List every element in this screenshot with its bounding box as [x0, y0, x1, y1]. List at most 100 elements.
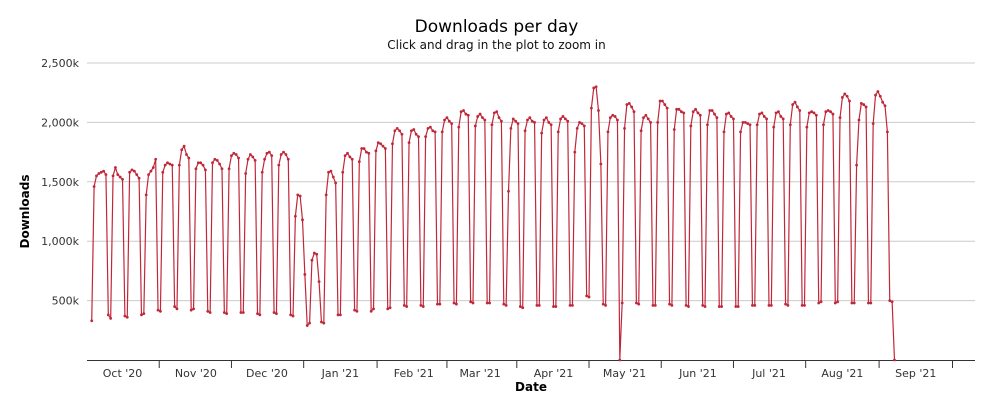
data-point[interactable]	[589, 106, 593, 110]
data-point[interactable]	[864, 105, 868, 109]
data-point[interactable]	[109, 317, 113, 320]
data-point[interactable]	[575, 126, 579, 130]
data-point[interactable]	[566, 119, 570, 123]
data-point[interactable]	[338, 313, 342, 317]
data-point[interactable]	[263, 157, 266, 161]
data-point[interactable]	[734, 305, 738, 308]
data-point[interactable]	[691, 110, 695, 114]
data-point[interactable]	[682, 111, 686, 115]
data-point[interactable]	[542, 118, 546, 122]
data-point[interactable]	[241, 311, 245, 314]
data-point[interactable]	[421, 305, 425, 308]
data-point[interactable]	[154, 157, 158, 161]
data-point[interactable]	[836, 300, 840, 304]
data-point[interactable]	[227, 167, 231, 171]
data-point[interactable]	[213, 157, 217, 161]
data-point[interactable]	[829, 110, 832, 114]
data-point[interactable]	[857, 118, 861, 122]
data-point[interactable]	[369, 309, 373, 313]
data-point[interactable]	[206, 309, 210, 313]
data-point[interactable]	[859, 101, 863, 105]
data-point[interactable]	[715, 116, 719, 120]
data-point[interactable]	[192, 307, 195, 311]
data-point[interactable]	[611, 113, 615, 117]
data-point[interactable]	[497, 116, 501, 120]
data-point[interactable]	[360, 147, 364, 150]
data-point[interactable]	[447, 119, 451, 123]
data-point[interactable]	[618, 358, 622, 362]
data-point[interactable]	[142, 312, 146, 316]
data-point[interactable]	[746, 122, 750, 125]
data-point[interactable]	[443, 118, 446, 122]
data-point[interactable]	[507, 189, 510, 193]
data-point[interactable]	[431, 129, 435, 133]
data-point[interactable]	[563, 117, 567, 121]
data-point[interactable]	[102, 169, 105, 173]
data-point[interactable]	[125, 315, 129, 319]
data-point[interactable]	[244, 172, 248, 175]
data-point[interactable]	[118, 175, 122, 179]
data-point[interactable]	[331, 175, 335, 179]
data-point[interactable]	[170, 163, 174, 167]
data-point[interactable]	[554, 305, 558, 308]
data-point[interactable]	[201, 163, 205, 167]
data-point[interactable]	[106, 313, 110, 317]
data-point[interactable]	[275, 312, 278, 316]
data-point[interactable]	[805, 125, 809, 129]
data-point[interactable]	[471, 301, 475, 305]
data-point[interactable]	[234, 153, 238, 156]
data-point[interactable]	[528, 116, 532, 120]
data-point[interactable]	[826, 109, 830, 112]
data-point[interactable]	[670, 303, 674, 307]
data-point[interactable]	[355, 309, 359, 313]
data-point[interactable]	[552, 305, 555, 308]
data-point[interactable]	[786, 303, 790, 307]
data-point[interactable]	[303, 273, 307, 276]
data-point[interactable]	[523, 129, 527, 133]
data-point[interactable]	[869, 301, 873, 305]
data-point[interactable]	[793, 100, 797, 104]
data-point[interactable]	[362, 147, 366, 150]
data-point[interactable]	[490, 123, 494, 127]
data-point[interactable]	[438, 302, 442, 306]
data-point[interactable]	[492, 111, 496, 115]
data-point[interactable]	[580, 122, 584, 125]
data-point[interactable]	[405, 305, 409, 308]
data-point[interactable]	[840, 96, 844, 99]
data-point[interactable]	[128, 170, 132, 174]
data-point[interactable]	[97, 172, 101, 175]
data-point[interactable]	[608, 116, 612, 120]
data-point[interactable]	[890, 300, 894, 304]
data-point[interactable]	[855, 163, 858, 167]
data-point[interactable]	[743, 121, 747, 124]
data-point[interactable]	[874, 93, 877, 97]
data-point[interactable]	[720, 305, 724, 308]
data-point[interactable]	[689, 124, 693, 128]
data-point[interactable]	[258, 313, 262, 317]
data-point[interactable]	[279, 153, 283, 156]
data-point[interactable]	[253, 159, 257, 162]
data-point[interactable]	[189, 308, 193, 312]
data-point[interactable]	[729, 115, 733, 118]
data-point[interactable]	[177, 163, 181, 167]
data-point[interactable]	[99, 170, 103, 174]
data-point[interactable]	[402, 303, 406, 307]
data-point[interactable]	[121, 178, 124, 181]
data-point[interactable]	[642, 116, 645, 120]
data-point[interactable]	[386, 307, 390, 311]
data-point[interactable]	[516, 122, 520, 125]
data-point[interactable]	[312, 251, 316, 255]
data-point[interactable]	[343, 154, 347, 158]
data-point[interactable]	[694, 107, 697, 111]
data-point[interactable]	[767, 303, 771, 307]
data-point[interactable]	[653, 303, 657, 307]
data-point[interactable]	[260, 170, 264, 174]
data-point[interactable]	[469, 300, 473, 304]
data-point[interactable]	[668, 302, 671, 306]
data-point[interactable]	[419, 303, 423, 307]
data-point[interactable]	[237, 156, 240, 160]
data-point[interactable]	[185, 153, 188, 156]
data-point[interactable]	[845, 94, 849, 98]
data-point[interactable]	[651, 303, 655, 307]
